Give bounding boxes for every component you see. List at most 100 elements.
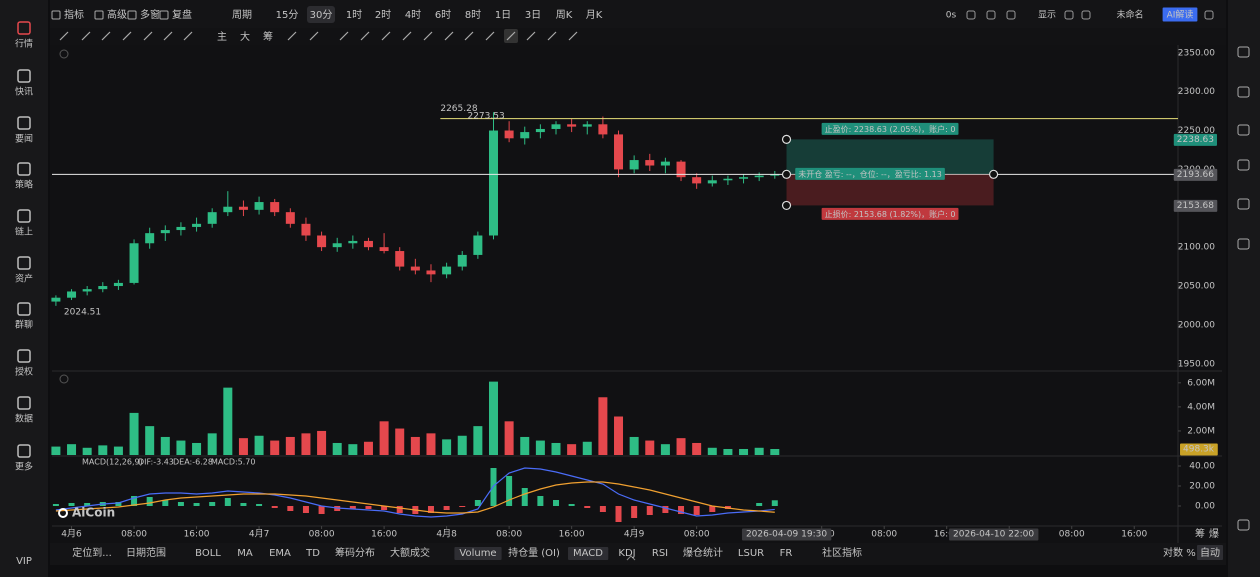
position-handle[interactable] xyxy=(781,169,792,179)
draw-tool[interactable] xyxy=(485,31,495,41)
draw-tool[interactable] xyxy=(59,31,69,41)
settings-icon[interactable] xyxy=(59,374,69,384)
toolbar-item[interactable]: 复盘 xyxy=(172,8,192,21)
bottom-control[interactable]: 定位到... xyxy=(72,546,112,559)
toolbar-item[interactable]: 1时 xyxy=(346,9,362,21)
nav-item[interactable]: 资产 xyxy=(15,273,33,285)
draw-tool[interactable] xyxy=(287,31,297,41)
bottom-control[interactable]: 日期范围 xyxy=(126,546,166,559)
draw-tool[interactable] xyxy=(81,31,91,41)
toolbar-item[interactable]: 多窗 xyxy=(140,8,160,21)
indicator-tab[interactable]: MACD xyxy=(573,548,603,559)
scale-option[interactable]: % xyxy=(1186,548,1196,559)
draw-tool[interactable] xyxy=(183,31,193,41)
position-handle[interactable] xyxy=(781,200,792,211)
nav-icon[interactable] xyxy=(17,21,31,35)
toolbar-right-item[interactable]: 未命名 xyxy=(1116,9,1143,21)
nav-icon[interactable] xyxy=(17,302,31,316)
draw-tool[interactable] xyxy=(309,31,319,41)
nav-item[interactable]: 更多 xyxy=(15,461,33,473)
toolbar-item[interactable]: 15分 xyxy=(276,9,299,21)
side-icon[interactable] xyxy=(1237,86,1250,98)
toolbar-icon[interactable] xyxy=(1064,10,1074,20)
draw-tool-text[interactable]: 筹 xyxy=(263,30,273,43)
toolbar-item[interactable]: 月K xyxy=(586,9,603,21)
indicator-tab[interactable]: 筹码分布 xyxy=(335,546,375,559)
toolbar-item[interactable]: 周期 xyxy=(232,9,252,21)
draw-tool[interactable] xyxy=(568,31,578,41)
indicator-tab[interactable]: TD xyxy=(305,548,320,559)
side-icon[interactable] xyxy=(1237,198,1250,210)
draw-tool[interactable] xyxy=(163,31,173,41)
nav-item[interactable]: 快讯 xyxy=(15,86,33,98)
nav-item[interactable]: 行情 xyxy=(15,38,33,50)
draw-tool[interactable] xyxy=(402,31,412,41)
nav-item[interactable]: 数据 xyxy=(15,413,33,425)
position-handle[interactable] xyxy=(988,169,999,179)
toolbar-icon[interactable] xyxy=(966,10,976,20)
draw-tool[interactable] xyxy=(143,31,153,41)
toolbar-right-item[interactable]: AI解读 xyxy=(1167,9,1194,21)
expand-icon[interactable] xyxy=(626,555,636,561)
nav-icon[interactable] xyxy=(17,349,31,363)
toolbar-icon[interactable] xyxy=(1081,10,1091,20)
draw-tool-text[interactable]: 主 xyxy=(217,31,227,43)
draw-tool[interactable] xyxy=(339,31,349,41)
side-icon[interactable] xyxy=(1237,238,1250,250)
toolbar-right-item[interactable]: 显示 xyxy=(1038,10,1056,21)
indicator-tab[interactable]: EMA xyxy=(269,548,291,559)
nav-item[interactable]: 要闻 xyxy=(15,134,33,145)
draw-tool-text[interactable]: 大 xyxy=(240,30,250,43)
indicator-tab[interactable]: MA xyxy=(237,548,253,559)
toolbar-icon[interactable] xyxy=(1204,10,1214,20)
nav-item[interactable]: 链上 xyxy=(15,226,33,238)
nav-icon[interactable] xyxy=(17,162,31,176)
toolbar-item[interactable]: 8时 xyxy=(465,9,481,21)
indicator-tab[interactable]: Volume xyxy=(459,548,496,559)
scale-option[interactable]: 自动 xyxy=(1200,546,1220,559)
toolbar-item[interactable]: 周K xyxy=(556,9,573,21)
panel-tag[interactable]: 爆 xyxy=(1209,528,1219,540)
nav-icon[interactable] xyxy=(17,396,31,410)
nav-icon[interactable] xyxy=(17,444,31,458)
nav-icon[interactable] xyxy=(17,256,31,270)
side-icon[interactable] xyxy=(1237,46,1250,58)
toolbar-icon[interactable] xyxy=(986,10,996,20)
toolbar-right-item[interactable]: 0s xyxy=(946,11,957,21)
nav-item[interactable]: 授权 xyxy=(15,366,33,378)
indicator-tab[interactable]: KDJ xyxy=(618,548,635,559)
settings-icon[interactable] xyxy=(59,49,69,59)
nav-icon[interactable] xyxy=(17,116,31,130)
indicator-tab[interactable]: 大额成交 xyxy=(390,546,430,559)
draw-tool[interactable] xyxy=(506,31,516,41)
side-icon[interactable] xyxy=(1237,124,1250,136)
draw-tool[interactable] xyxy=(464,31,474,41)
draw-tool[interactable] xyxy=(101,31,111,41)
scale-option[interactable]: 对数 xyxy=(1163,546,1183,559)
indicator-tab[interactable]: LSUR xyxy=(738,548,764,559)
toolbar-item[interactable]: 6时 xyxy=(435,9,451,21)
toolbar-item[interactable]: 1日 xyxy=(495,10,511,21)
indicator-tab[interactable]: 爆仓统计 xyxy=(683,546,723,559)
indicator-tab[interactable]: BOLL xyxy=(195,548,221,559)
indicator-tab[interactable]: 持仓量 (OI) xyxy=(508,546,560,559)
panel-tag[interactable]: 筹 xyxy=(1195,527,1205,540)
draw-tool[interactable] xyxy=(547,31,557,41)
draw-tool[interactable] xyxy=(360,31,370,41)
indicator-tab[interactable]: FR xyxy=(780,548,793,559)
indicator-tab[interactable]: 社区指标 xyxy=(822,546,862,559)
toolbar-item[interactable]: 30分 xyxy=(310,9,333,21)
nav-icon[interactable] xyxy=(17,209,31,223)
draw-tool[interactable] xyxy=(423,31,433,41)
nav-icon[interactable] xyxy=(17,69,31,83)
side-icon[interactable] xyxy=(1237,519,1250,531)
draw-tool[interactable] xyxy=(444,31,454,41)
position-handle[interactable] xyxy=(781,134,792,144)
vip[interactable]: VIP xyxy=(16,556,32,567)
indicator-tab[interactable]: RSI xyxy=(652,548,668,559)
toolbar-item[interactable]: 指标 xyxy=(64,8,84,21)
draw-tool[interactable] xyxy=(381,31,391,41)
draw-tool[interactable] xyxy=(122,31,132,41)
nav-item[interactable]: 策略 xyxy=(15,179,33,191)
draw-tool[interactable] xyxy=(526,31,536,41)
